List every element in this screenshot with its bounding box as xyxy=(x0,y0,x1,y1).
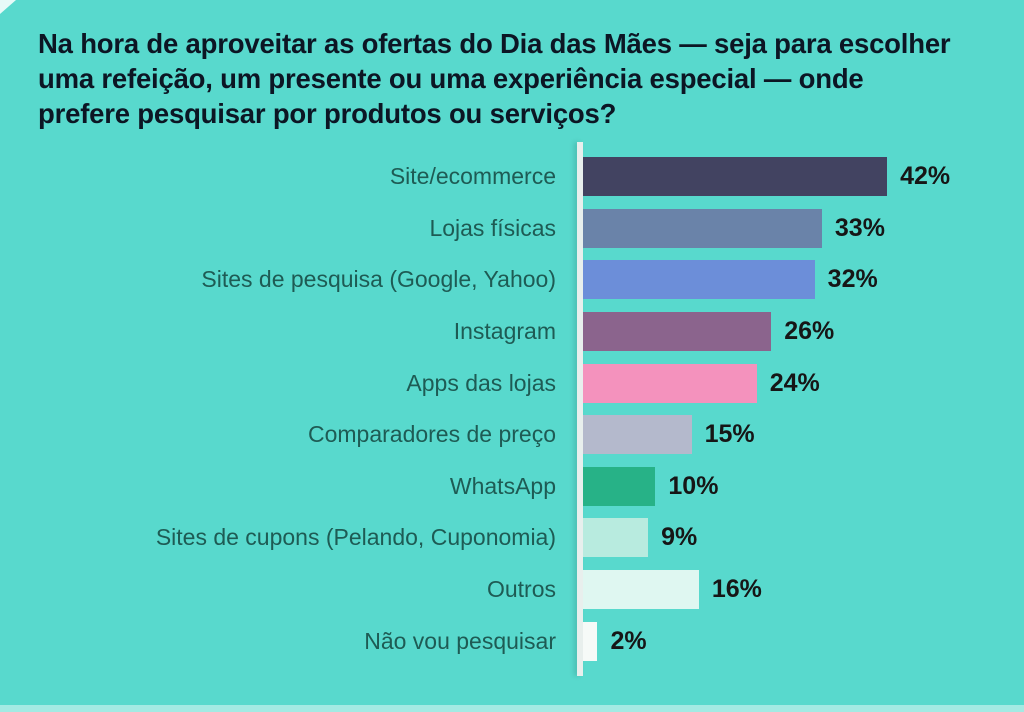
category-label: Outros xyxy=(486,576,556,603)
category-label: Instagram xyxy=(453,318,556,345)
bar xyxy=(583,570,699,610)
category-label: Apps das lojas xyxy=(406,369,556,396)
chart-row: Outros 16% xyxy=(0,564,1024,616)
chart-row: Não vou pesquisar 2% xyxy=(0,615,1024,667)
bar xyxy=(583,363,757,403)
bar-plot-area: 9% xyxy=(583,518,698,558)
bar xyxy=(583,415,692,455)
chart-row: Instagram 26% xyxy=(0,306,1024,358)
bar xyxy=(583,621,598,661)
value-label: 2% xyxy=(610,626,647,655)
value-label: 24% xyxy=(769,368,820,397)
value-label: 15% xyxy=(704,420,755,449)
chart-row: Lojas físicas 33% xyxy=(0,203,1024,255)
bar-plot-area: 26% xyxy=(583,312,835,352)
category-label: Não vou pesquisar xyxy=(364,627,556,654)
bar xyxy=(583,518,649,558)
bottom-edge-strip xyxy=(0,705,1024,712)
bar-plot-area: 15% xyxy=(583,415,755,455)
value-label: 26% xyxy=(784,317,835,346)
value-label: 9% xyxy=(661,523,698,552)
chart-row: Sites de cupons (Pelando, Cuponomia) 9% xyxy=(0,512,1024,564)
axis-baseline xyxy=(577,142,583,676)
chart-title: Na hora de aproveitar as ofertas do Dia … xyxy=(38,26,998,131)
chart-row: Apps das lojas 24% xyxy=(0,357,1024,409)
bar-plot-area: 32% xyxy=(583,260,878,300)
chart-row: Sites de pesquisa (Google, Yahoo) 32% xyxy=(0,254,1024,306)
category-label: Sites de cupons (Pelando, Cuponomia) xyxy=(155,524,556,551)
bar-plot-area: 16% xyxy=(583,570,762,610)
bar-plot-area: 33% xyxy=(583,208,885,248)
bar-plot-area: 42% xyxy=(583,157,951,197)
bar xyxy=(583,157,888,197)
category-label: Lojas físicas xyxy=(429,214,556,241)
chart-row: WhatsApp 10% xyxy=(0,461,1024,513)
category-label: WhatsApp xyxy=(449,472,556,499)
bar xyxy=(583,466,656,506)
chart-title-line-3: prefere pesquisar por produtos ou serviç… xyxy=(38,98,617,129)
value-label: 32% xyxy=(827,265,878,294)
chart-title-line-2: uma refeição, um presente ou uma experiê… xyxy=(38,63,864,94)
bar-plot-area: 24% xyxy=(583,363,820,403)
chart-row: Site/ecommerce 42% xyxy=(0,151,1024,203)
corner-sliver xyxy=(0,0,16,14)
bar xyxy=(583,312,772,352)
value-label: 42% xyxy=(900,162,951,191)
bar-plot-area: 2% xyxy=(583,621,647,661)
bar xyxy=(583,208,822,248)
category-label: Comparadores de preço xyxy=(307,421,556,448)
bar xyxy=(583,260,815,300)
value-label: 33% xyxy=(834,213,885,242)
bar-chart: Site/ecommerce 42% Lojas físicas 33% Sites d… xyxy=(0,151,1024,671)
bar-plot-area: 10% xyxy=(583,466,719,506)
value-label: 10% xyxy=(668,471,719,500)
category-label: Sites de pesquisa (Google, Yahoo) xyxy=(201,266,556,293)
chart-title-line-1: Na hora de aproveitar as ofertas do Dia … xyxy=(38,28,951,59)
value-label: 16% xyxy=(711,575,762,604)
category-label: Site/ecommerce xyxy=(389,163,556,190)
chart-rows: Site/ecommerce 42% Lojas físicas 33% Sites d… xyxy=(0,151,1024,667)
chart-row: Comparadores de preço 15% xyxy=(0,409,1024,461)
